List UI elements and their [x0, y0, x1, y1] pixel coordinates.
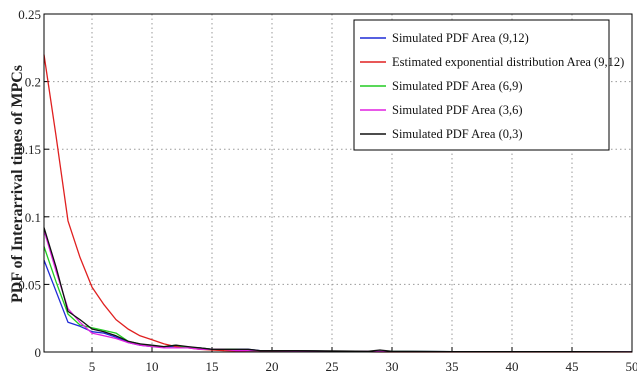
legend-label-4: Simulated PDF Area (0,3) — [392, 127, 523, 141]
y-tick-label: 0.25 — [18, 7, 41, 22]
legend: Simulated PDF Area (9,12) Estimated expon… — [353, 19, 624, 151]
y-axis-label: PDF of Interarrival times of MPCs — [9, 65, 26, 303]
x-tick-label: 15 — [206, 359, 219, 374]
plot-frame — [43, 13, 633, 353]
series-line-3 — [43, 230, 632, 353]
series-line-2 — [43, 246, 633, 353]
x-tick-label: 45 — [566, 359, 579, 374]
grid-lines — [44, 14, 633, 352]
x-tick-label: 40 — [506, 359, 519, 374]
series-line-4 — [43, 227, 633, 353]
legend-label-1: Estimated exponential distribution Area … — [392, 55, 624, 69]
legend-box — [353, 19, 610, 151]
x-tick-label: 5 — [89, 359, 96, 374]
x-tick-label: 20 — [266, 359, 279, 374]
y-tick-label: 0 — [35, 345, 42, 360]
x-tick-label: 30 — [386, 359, 399, 374]
x-tick-label: 50 — [626, 359, 637, 374]
y-tick-label: 0.15 — [18, 142, 41, 157]
legend-label-2: Simulated PDF Area (6,9) — [392, 79, 523, 93]
y-tick-label: 0.1 — [25, 210, 41, 225]
series-lines — [43, 54, 633, 353]
x-tick-label: 25 — [326, 359, 339, 374]
y-axis-ticks: 0 0.05 0.1 0.15 0.2 0.25 — [18, 7, 49, 360]
legend-label-3: Simulated PDF Area (3,6) — [392, 103, 523, 117]
y-tick-label: 0.05 — [18, 277, 41, 292]
x-tick-label: 35 — [446, 359, 459, 374]
y-tick-label: 0.2 — [25, 75, 41, 90]
series-line-0 — [43, 259, 633, 353]
x-tick-label: 10 — [146, 359, 159, 374]
legend-label-0: Simulated PDF Area (9,12) — [392, 31, 529, 45]
